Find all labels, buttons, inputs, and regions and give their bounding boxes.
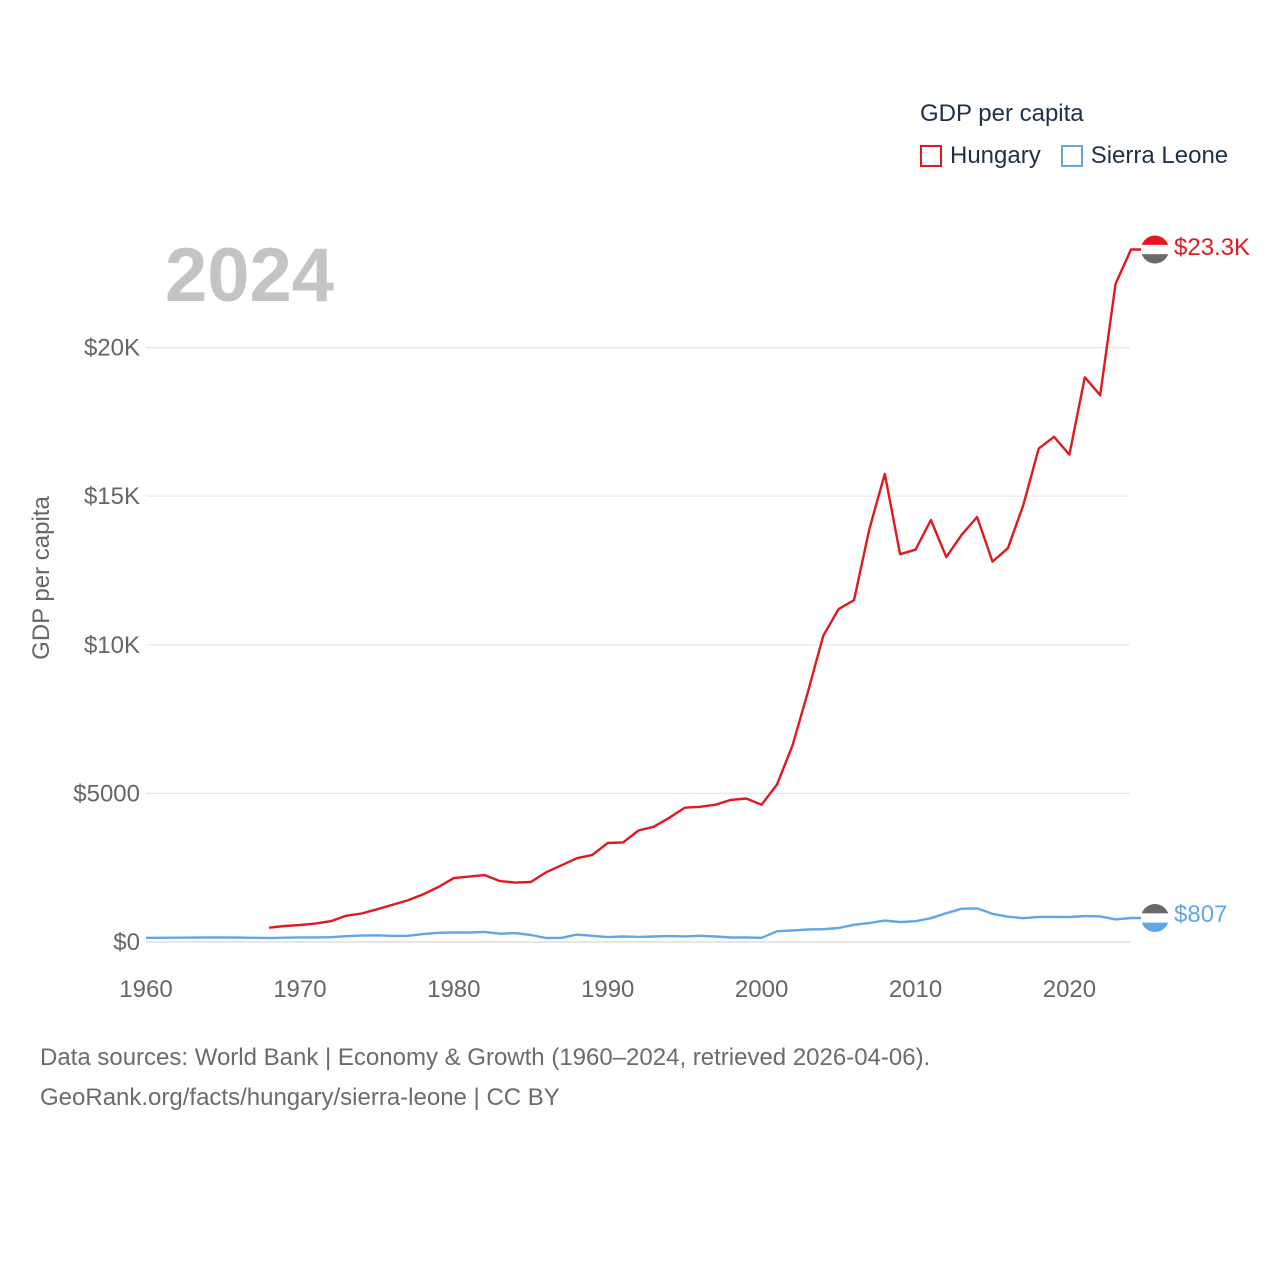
x-tick-label: 1980 — [427, 976, 480, 1003]
y-axis-label: GDP per capita — [28, 496, 55, 660]
x-tick-label: 2000 — [735, 976, 788, 1003]
y-tick-label: $10K — [84, 632, 140, 659]
y-tick-label: $0 — [113, 929, 140, 956]
legend: Hungary Sierra Leone — [920, 142, 1248, 170]
x-tick-label: 1990 — [581, 976, 634, 1003]
legend-title: GDP per capita — [920, 100, 1084, 127]
series-line-sierra-leone — [146, 907, 1141, 940]
flag-marker-hungary — [1141, 235, 1169, 264]
legend-label-hungary: Hungary — [950, 142, 1041, 169]
footer-link: GeoRank.org/facts/hungary/sierra-leone |… — [40, 1084, 560, 1111]
x-axis-ticks: 1960 1970 1980 1990 2000 2010 2020 — [119, 976, 1096, 1003]
legend-swatch-hungary — [920, 145, 942, 167]
x-tick-label: 1960 — [119, 976, 172, 1003]
x-tick-label: 2020 — [1043, 976, 1096, 1003]
year-label: 2024 — [165, 233, 335, 318]
y-tick-label: $20K — [84, 335, 140, 362]
legend-item-sierra-leone[interactable]: Sierra Leone — [1060, 142, 1229, 170]
end-label-sierra-leone: $807 — [1174, 901, 1228, 928]
legend-item-hungary[interactable]: Hungary — [920, 142, 1041, 170]
y-tick-label: $15K — [84, 483, 140, 510]
series-line-hungary — [268, 248, 1141, 929]
x-tick-label: 2010 — [889, 976, 942, 1003]
end-label-hungary: $23.3K — [1174, 234, 1251, 261]
flag-marker-sierra-leone — [1141, 904, 1169, 933]
legend-swatch-sierra-leone — [1060, 145, 1083, 167]
y-axis-ticks: $0 $5000 $10K $15K $20K — [73, 335, 140, 956]
footer-source: Data sources: World Bank | Economy & Gro… — [40, 1044, 931, 1071]
y-tick-label: $5000 — [73, 780, 140, 807]
legend-label-sierra-leone: Sierra Leone — [1090, 142, 1229, 169]
gridlines — [146, 347, 1130, 943]
series-lines — [146, 248, 1141, 940]
x-tick-label: 1970 — [273, 976, 326, 1003]
end-markers — [1141, 235, 1169, 933]
